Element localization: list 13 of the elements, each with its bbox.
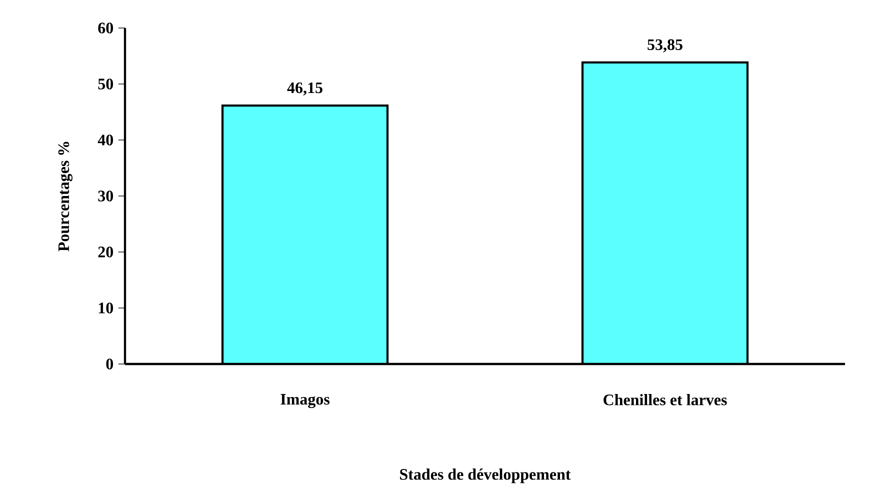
- y-tick-label: 0: [106, 358, 114, 370]
- y-axis-title: Pourcentages %: [58, 142, 72, 252]
- y-tick-label: 50: [98, 78, 114, 90]
- y-tick-label: 20: [98, 246, 114, 258]
- x-tick-label: Chenilles et larves: [604, 394, 727, 406]
- data-label: 46,15: [287, 82, 322, 96]
- x-axis-title: Stades de développement: [400, 468, 571, 484]
- y-tick-label: 30: [98, 190, 114, 202]
- y-tick-label: 60: [98, 22, 114, 34]
- y-tick-label: 10: [98, 302, 114, 314]
- y-tick-label: 40: [98, 134, 114, 146]
- x-tick-label: Imagos: [280, 394, 330, 408]
- data-label: 53,85: [648, 39, 682, 52]
